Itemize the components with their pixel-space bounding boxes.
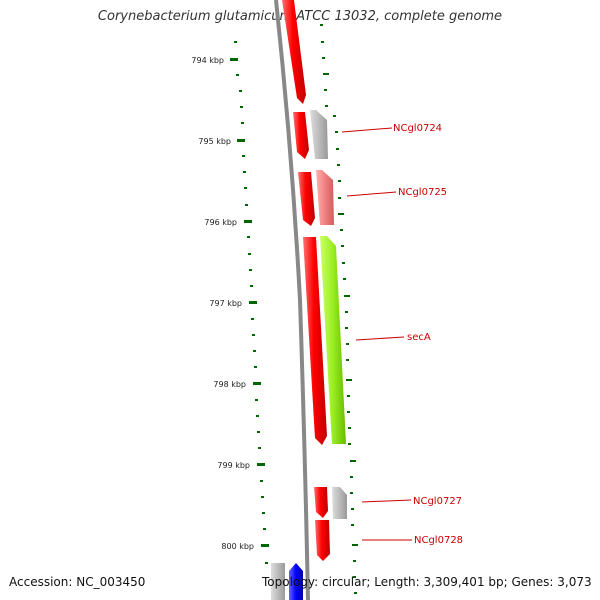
gene-arrow-forward	[293, 112, 309, 159]
tick-label: 799 kbp	[217, 461, 250, 470]
reverse-strand-genes	[310, 110, 347, 519]
gene-label: NCgl0725	[398, 187, 447, 198]
gene-label: NCgl0727	[413, 496, 462, 507]
gene-arrow-forward	[282, 0, 306, 104]
gene-arrow-ncgl0724	[310, 110, 328, 159]
gene-label: NCgl0724	[393, 123, 442, 134]
tick-mark	[253, 382, 261, 385]
tick-label: 800 kbp	[221, 542, 254, 551]
tick-label: 794 kbp	[191, 56, 224, 65]
tick-mark	[237, 139, 245, 142]
gene-arrow-ncgl0725	[316, 170, 334, 225]
gene-arrow-forward	[298, 172, 315, 226]
tick-label: 797 kbp	[209, 299, 242, 308]
scale-ring-right	[320, 24, 358, 594]
tick-mark	[257, 463, 265, 466]
map-title: Corynebacterium glutamicum ATCC 13032, c…	[97, 9, 503, 24]
label-leaders	[341, 127, 412, 541]
gene-arrow-ncgl0727	[332, 487, 347, 519]
tick-label: 796 kbp	[204, 218, 237, 227]
gene-label: secA	[407, 332, 431, 343]
forward-strand-genes	[282, 0, 330, 561]
gene-labels: NCgl0724 NCgl0725 secA NCgl0727 NCgl0728	[393, 123, 463, 546]
tick-mark	[249, 301, 257, 304]
gene-arrow-forward	[314, 487, 328, 518]
tick-mark	[261, 544, 269, 547]
genome-summary: Topology: circular; Length: 3,309,401 bp…	[262, 575, 592, 589]
gene-label: NCgl0728	[414, 535, 463, 546]
tick-label: 795 kbp	[198, 137, 231, 146]
bottom-partial-genes	[271, 563, 303, 600]
scale-ticks: 794 kbp 795 kbp 796 kbp 797 kbp 798 kbp …	[191, 56, 269, 551]
scale-ring-left	[234, 41, 268, 564]
gene-arrow-seca	[320, 236, 346, 444]
tick-mark	[244, 220, 252, 223]
genome-backbone	[274, 0, 310, 600]
tick-label: 798 kbp	[213, 380, 246, 389]
gene-arrow-blue	[289, 563, 303, 600]
tick-mark	[230, 58, 238, 61]
accession-label: Accession: NC_003450	[9, 575, 146, 589]
gene-arrow-forward	[303, 237, 327, 445]
gene-partial-gray	[271, 563, 285, 600]
gene-arrow-forward	[315, 520, 330, 561]
